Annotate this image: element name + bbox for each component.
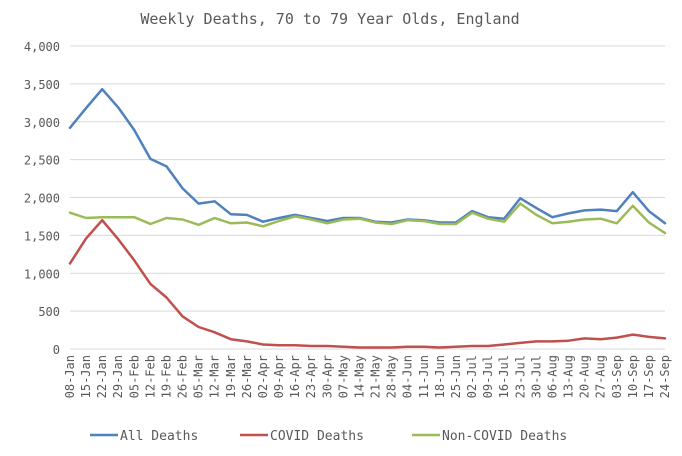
x-tick-label: 15-Jan xyxy=(79,355,93,398)
x-tick-label: 09-Jul xyxy=(481,355,495,398)
x-tick-label: 04-Jun xyxy=(401,355,415,398)
y-tick-label: 3,000 xyxy=(24,116,60,130)
x-tick-label: 09-Apr xyxy=(272,355,286,398)
y-axis-ticks: 0 500 1,000 1,500 2,000 2,500 3,000 3,500 4,000 xyxy=(24,40,60,357)
y-tick-label: 1,000 xyxy=(24,267,60,281)
x-axis-ticks: 08-Jan 15-Jan 22-Jan 29-Jan 05-Feb 12-Feb 19-F… xyxy=(63,355,672,398)
x-tick-label: 23-Jul xyxy=(513,355,527,398)
x-tick-label: 05-Mar xyxy=(192,355,206,398)
x-tick-label: 07-May xyxy=(336,355,350,398)
x-tick-label: 05-Feb xyxy=(127,355,141,398)
series-line-2 xyxy=(68,218,667,349)
y-tick-label: 3,500 xyxy=(24,78,60,92)
x-tick-label: 02-Jul xyxy=(465,355,479,398)
x-tick-label: 13-Aug xyxy=(562,355,576,398)
x-tick-label: 14-May xyxy=(352,355,366,398)
x-tick-label: 28-May xyxy=(385,355,399,398)
x-tick-label: 20-Aug xyxy=(578,355,592,398)
x-tick-label: 11-Jun xyxy=(417,355,431,398)
x-tick-label: 23-Apr xyxy=(304,355,318,398)
chart-title: Weekly Deaths, 70 to 79 Year Olds, Engla… xyxy=(140,10,519,28)
x-tick-label: 17-Sep xyxy=(642,355,656,398)
x-tick-label: 19-Mar xyxy=(224,355,238,398)
x-tick-label: 18-Jun xyxy=(433,355,447,398)
x-tick-label: 12-Mar xyxy=(208,355,222,398)
x-tick-label: 22-Jan xyxy=(95,355,109,398)
y-tick-label: 4,000 xyxy=(24,40,60,54)
x-tick-label: 29-Jan xyxy=(111,355,125,398)
y-tick-label: 2,000 xyxy=(24,192,60,206)
x-tick-label: 26-Mar xyxy=(240,355,254,398)
x-tick-label: 03-Sep xyxy=(610,355,624,398)
series-line-1 xyxy=(68,87,667,225)
x-tick-label: 16-Jul xyxy=(497,355,511,398)
x-tick-label: 30-Apr xyxy=(320,355,334,398)
series-line-3 xyxy=(68,202,667,235)
x-tick-label: 12-Feb xyxy=(143,355,157,398)
x-tick-label: 16-Apr xyxy=(288,355,302,398)
x-tick-label: 06-Aug xyxy=(545,355,559,398)
x-tick-label: 19-Feb xyxy=(159,355,173,398)
x-tick-label: 25-Jun xyxy=(449,355,463,398)
x-tick-label: 21-May xyxy=(369,355,383,398)
legend: All Deaths COVID Deaths Non-COVID Deaths xyxy=(90,429,567,444)
y-tick-label: 1,500 xyxy=(24,229,60,243)
legend-label: COVID Deaths xyxy=(270,429,364,444)
legend-label: All Deaths xyxy=(120,429,198,444)
x-tick-label: 08-Jan xyxy=(63,355,77,398)
legend-label: Non-COVID Deaths xyxy=(442,429,567,444)
x-tick-label: 02-Apr xyxy=(256,355,270,398)
x-tick-label: 30-Jul xyxy=(529,355,543,398)
x-tick-label: 24-Sep xyxy=(658,355,672,398)
x-tick-label: 26-Feb xyxy=(176,355,190,398)
x-tick-label: 27-Aug xyxy=(594,355,608,398)
y-tick-label: 0 xyxy=(53,343,60,357)
y-tick-label: 500 xyxy=(38,305,60,319)
gridlines xyxy=(70,45,665,350)
series-lines xyxy=(68,87,667,349)
x-tick-label: 10-Sep xyxy=(626,355,640,398)
y-tick-label: 2,500 xyxy=(24,154,60,168)
